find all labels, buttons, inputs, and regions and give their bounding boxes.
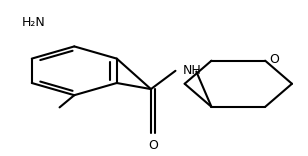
Text: O: O: [270, 53, 280, 66]
Text: O: O: [148, 139, 158, 152]
Text: H₂N: H₂N: [22, 16, 45, 29]
Text: NH: NH: [183, 63, 202, 77]
